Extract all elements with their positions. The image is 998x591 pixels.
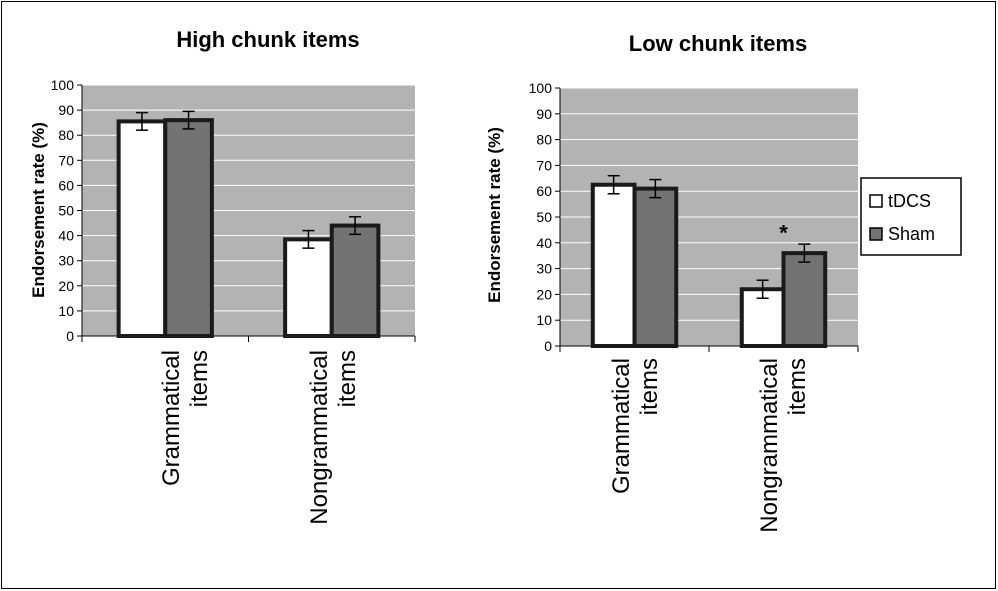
chart-2-y-tick-label: 60 (536, 183, 552, 199)
svg-text:Nongrammatical: Nongrammatical (306, 350, 333, 525)
chart-2-y-tick-label: 80 (536, 132, 552, 148)
chart-1-y-tick-label: 90 (58, 102, 74, 118)
svg-text:Grammatical: Grammatical (608, 358, 635, 494)
legend: tDCS Sham (860, 177, 962, 256)
legend-swatch-tdcs (869, 194, 883, 208)
chart-2-title: Low chunk items (629, 31, 807, 56)
chart-2-y-tick-label: 20 (536, 286, 552, 302)
chart-1-title: High chunk items (176, 27, 359, 52)
svg-text:items: items (784, 358, 811, 415)
svg-text:items: items (334, 350, 361, 407)
chart-1-bar-sham-1 (163, 118, 214, 338)
chart-2-y-tick-label: 50 (536, 209, 552, 225)
chart-1-y-tick-label: 70 (58, 152, 74, 168)
chart-1-y-tick-label: 30 (58, 253, 74, 269)
chart-1-y-axis-label: Endorsement rate (%) (29, 122, 48, 298)
chart-1-y-tick-label: 50 (58, 203, 74, 219)
legend-swatch-sham (869, 227, 883, 241)
legend-label-tdcs: tDCS (888, 191, 931, 211)
chart-2-y-tick-label: 0 (544, 338, 552, 354)
chart-2-category-2-label: Nongrammatical items (756, 358, 811, 533)
chart-1-y-tick-label: 0 (66, 328, 74, 344)
chart-2-y-tick-label: 100 (529, 80, 553, 96)
svg-text:items: items (636, 358, 663, 415)
legend-box (860, 177, 962, 256)
chart-1-y-tick-label: 10 (58, 303, 74, 319)
chart-2-y-tick-label: 70 (536, 157, 552, 173)
legend-label-sham: Sham (888, 224, 935, 244)
chart-1-category-2-label: Nongrammatical items (306, 350, 361, 525)
chart-1-bar-sham-2 (329, 223, 381, 338)
chart-2-y-axis-label: Endorsement rate (%) (485, 127, 504, 303)
chart-1-y-tick-label: 80 (58, 127, 74, 143)
chart-1-y-tick-label: 40 (58, 228, 74, 244)
chart-2-significance-marker: * (779, 221, 788, 246)
chart-2-y-tick-label: 10 (536, 312, 552, 328)
chart-2-bar-sham-1 (632, 186, 679, 348)
chart-2-y-tick-label: 30 (536, 261, 552, 277)
chart-1-y-tick-label: 20 (58, 278, 74, 294)
chart-2-category-1-label: Grammatical items (608, 358, 663, 494)
chart-1-category-1-label: Grammatical items (158, 350, 213, 486)
svg-text:Nongrammatical: Nongrammatical (756, 358, 783, 533)
chart-1-y-tick-label: 100 (51, 77, 75, 93)
chart-2-bar-tdcs-1 (590, 182, 637, 348)
chart-1-y-tick-label: 60 (58, 177, 74, 193)
chart-1-bar-tdcs-1 (116, 119, 168, 338)
chart-2-y-tick-label: 90 (536, 106, 552, 122)
chart-2-y-tick-label: 40 (536, 235, 552, 251)
svg-text:items: items (186, 350, 213, 407)
chart-2-bar-sham-2 (781, 251, 828, 348)
chart-1-bar-tdcs-2 (283, 237, 334, 339)
svg-text:Grammatical: Grammatical (158, 350, 185, 486)
